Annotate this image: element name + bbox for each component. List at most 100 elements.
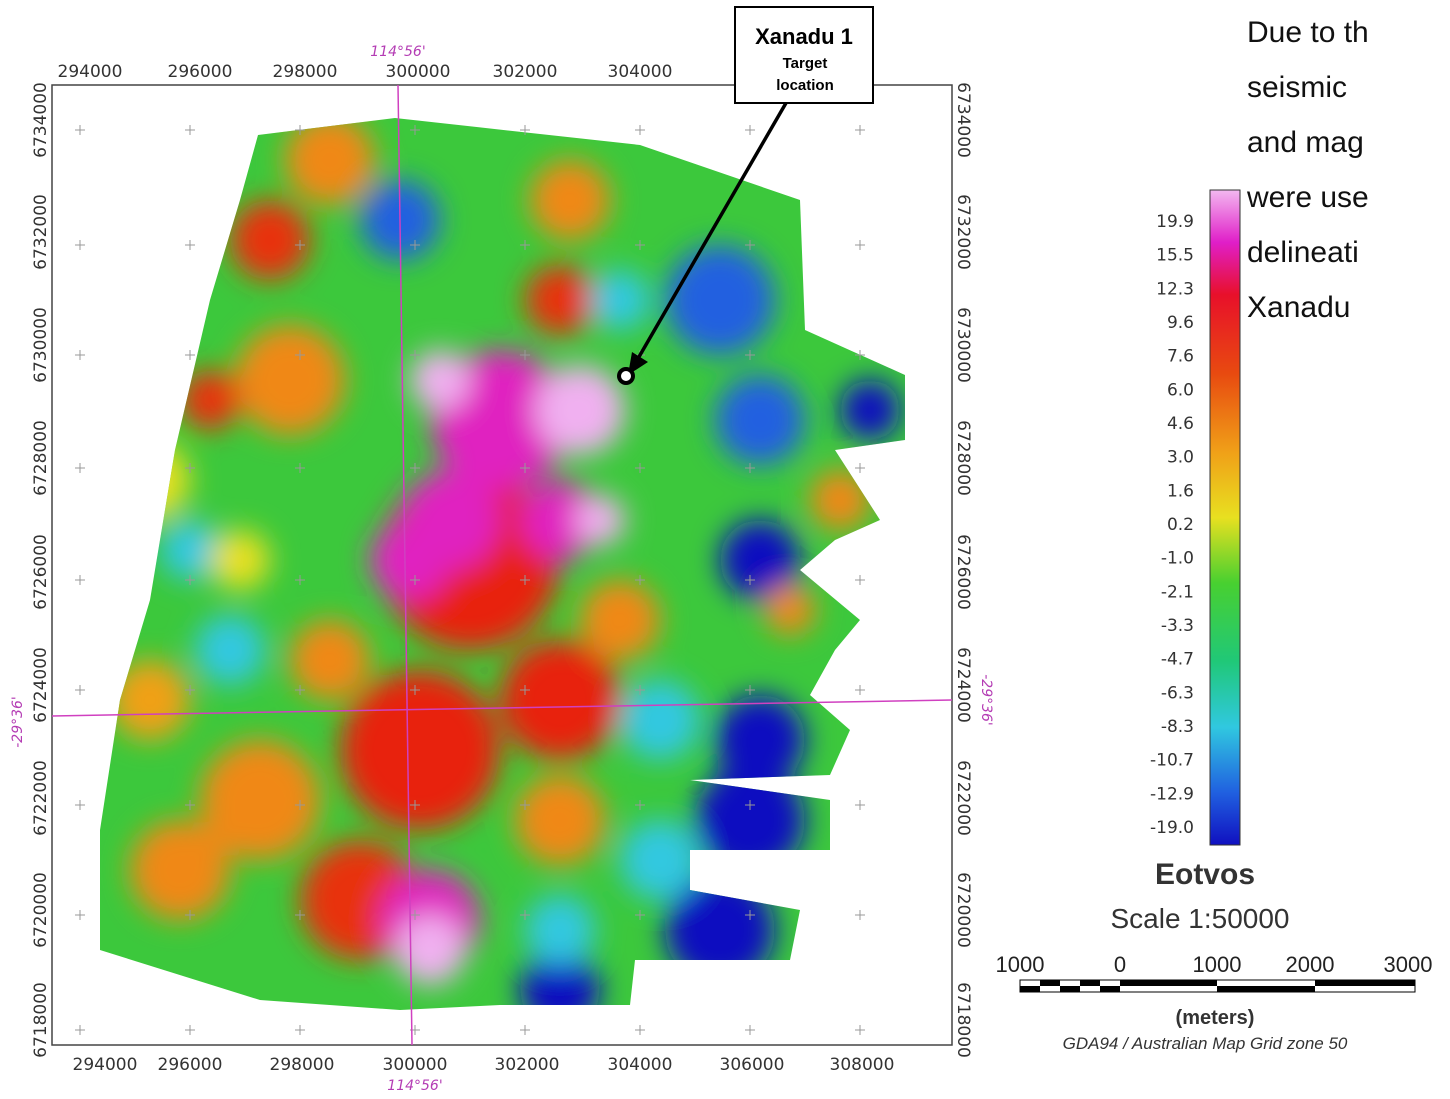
blob [525,895,595,965]
colorbar-label: 12.3 [1156,279,1194,299]
scale-label: 1000 [996,952,1045,977]
colorbar-label: -6.3 [1161,683,1194,703]
colorbar-label: 0.2 [1167,515,1194,535]
top-label: 298000 [273,62,338,82]
left-label: 6730000 [31,307,51,383]
left-label: 6724000 [31,647,51,723]
projection: GDA94 / Australian Map Grid zone 50 [1063,1034,1348,1053]
scale-label: 3000 [1384,952,1433,977]
callout-title: Xanadu 1 [755,24,853,49]
blob [515,775,605,865]
legend-unit: Eotvos [1155,858,1255,891]
blob [620,680,700,760]
scale-label: 1000 [1193,952,1242,977]
blob [715,375,805,465]
bottom-label: 294000 [73,1055,138,1075]
colorbar-label: -10.7 [1150,751,1194,771]
blob [235,325,345,435]
left-label: 6728000 [31,420,51,496]
colorbar-label: -1.0 [1161,549,1194,569]
side-text: Xanadu [1247,291,1350,324]
page: 114°56' 114°56' -29°36' -29°36' 294000 29… [0,0,1450,1099]
blob [575,495,625,545]
blob [525,265,595,335]
top-label: 302000 [493,62,558,82]
scale-label: 2000 [1286,952,1335,977]
blob [410,350,470,410]
longitude-label: 114°56' [387,1078,442,1094]
side-text: and mag [1247,126,1364,159]
colorbar-label: 4.6 [1167,414,1194,434]
colorbar-label: 7.6 [1167,347,1194,367]
top-label: 294000 [58,62,123,82]
blob [160,520,220,580]
blob [840,380,900,440]
blob [195,615,265,685]
colorbar [1210,190,1240,845]
blob [580,580,660,660]
left-label: 6726000 [31,534,51,610]
callout-subtitle: Target location [760,53,850,97]
colorbar-label: -3.3 [1161,616,1194,636]
scale-unit: (meters) [1176,1007,1255,1029]
latitude-label: -29°36' [10,696,26,748]
colorbar-label: -2.1 [1161,582,1194,602]
left-label: 6722000 [31,760,51,836]
colorbar-label: 9.6 [1167,313,1194,333]
right-label: 6730000 [953,307,973,383]
colorbar-label: 3.0 [1167,448,1194,468]
blob [620,820,700,900]
left-label: 6720000 [31,872,51,948]
target-marker [619,369,633,383]
blob [210,530,270,590]
blob [395,915,465,985]
blob [230,200,310,280]
colorbar-label: -12.9 [1150,784,1194,804]
colorbar-label: -8.3 [1161,717,1194,737]
side-text: seismic [1247,71,1347,104]
blob [500,640,620,760]
blob [665,245,775,355]
blob [340,670,500,830]
left-label: 6732000 [31,194,51,270]
side-text: Due to th [1247,16,1369,49]
blob [130,820,230,920]
bottom-label: 304000 [608,1055,673,1075]
right-label: 6732000 [953,194,973,270]
bottom-label: 300000 [383,1055,448,1075]
longitude-label: 114°56' [370,44,425,60]
colorbar-label: 1.6 [1167,481,1194,501]
left-label: 6734000 [31,82,51,158]
colorbar-label: -19.0 [1150,818,1194,838]
top-label: 296000 [168,62,233,82]
bottom-label: 302000 [495,1055,560,1075]
colorbar-label: 19.9 [1156,212,1194,232]
right-label: 6724000 [953,647,973,723]
right-label: 6720000 [953,872,973,948]
right-label: 6734000 [953,82,973,158]
bottom-label: 306000 [720,1055,785,1075]
latitude-label: -29°36' [978,674,994,726]
right-label: 6722000 [953,760,973,836]
callout-subtitle-box: Target location [760,53,850,101]
top-label: 304000 [608,62,673,82]
scale-label: 0 [1114,952,1126,977]
side-text: delineati [1247,236,1359,269]
blob [535,365,625,455]
side-text: were use [1246,181,1369,214]
right-label: 6726000 [953,534,973,610]
blob [370,520,450,600]
blob [290,620,370,700]
blob [590,270,650,330]
colorbar-label: 6.0 [1167,380,1194,400]
scale-text: Scale 1:50000 [1110,903,1289,934]
bottom-label: 308000 [830,1055,895,1075]
right-label: 6728000 [953,420,973,496]
bottom-label: 296000 [158,1055,223,1075]
right-label: 6718000 [953,982,973,1058]
colorbar-label: -4.7 [1161,650,1194,670]
scale-bar [1020,980,1415,992]
blob [765,585,815,635]
left-label: 6718000 [31,982,51,1058]
top-label: 300000 [386,62,451,82]
